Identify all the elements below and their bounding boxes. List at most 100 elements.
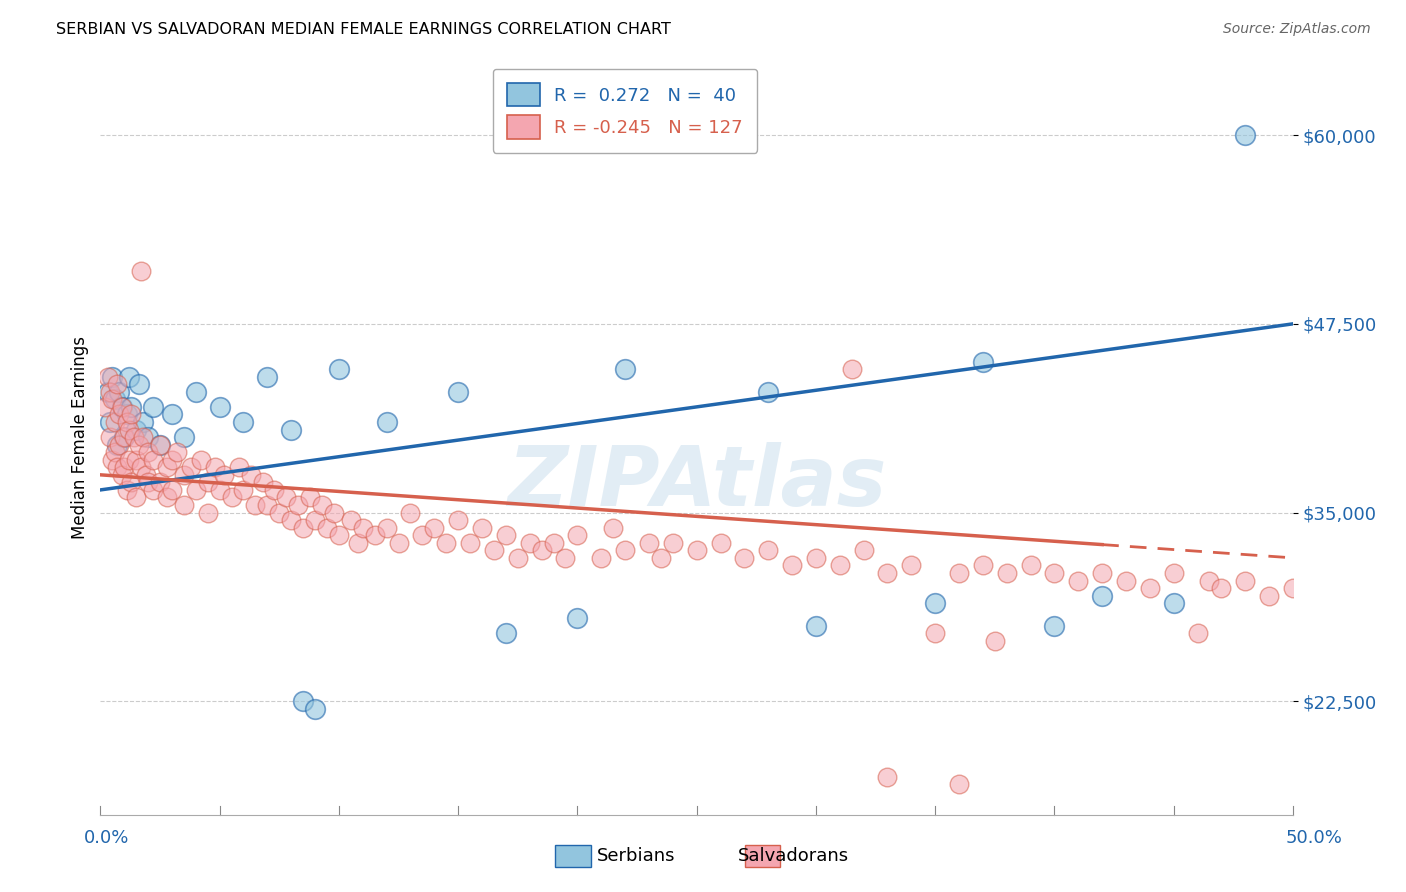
Point [482,543,505,558]
Point [208,400,231,414]
Point [292,694,315,708]
Point [316,521,339,535]
Point [876,770,898,784]
Point [173,498,195,512]
Point [160,452,183,467]
Point [98,430,121,444]
Text: ZIPAtlas: ZIPAtlas [508,442,886,523]
Point [120,475,142,490]
Point [96,384,118,399]
Point [104,445,127,459]
Point [125,491,148,505]
Point [132,415,155,429]
Point [924,626,946,640]
Point [554,550,576,565]
Point [1187,626,1209,640]
Point [184,384,207,399]
Point [135,467,157,482]
Point [1139,581,1161,595]
Point [108,437,131,451]
Point [125,423,148,437]
Point [149,437,172,451]
Point [166,445,188,459]
Point [602,521,624,535]
Point [591,550,613,565]
Point [118,423,141,437]
Point [567,611,589,625]
Point [614,543,637,558]
Point [197,506,219,520]
Point [292,521,315,535]
Point [180,460,202,475]
Point [98,384,121,399]
Point [328,528,350,542]
Point [1091,566,1114,580]
Point [1211,581,1233,595]
Point [1043,566,1066,580]
Point [876,566,898,580]
Point [160,408,183,422]
Point [434,535,457,549]
Legend: R =  0.272   N =  40, R = -0.245   N = 127: R = 0.272 N = 40, R = -0.245 N = 127 [494,69,758,153]
Point [101,392,124,407]
Point [128,437,150,451]
Point [1234,128,1257,142]
Point [804,619,827,633]
Point [101,369,124,384]
Point [111,400,134,414]
Text: 0.0%: 0.0% [84,830,129,847]
Point [101,452,124,467]
Point [136,475,159,490]
Point [256,369,278,384]
Point [447,384,470,399]
Point [105,377,128,392]
Point [852,543,875,558]
Point [347,535,370,549]
Point [142,483,165,497]
Point [924,596,946,610]
Point [1019,558,1042,573]
Point [214,467,236,482]
Point [104,415,127,429]
Point [204,460,226,475]
Point [1282,581,1305,595]
Point [136,445,159,459]
Point [1198,574,1220,588]
Text: Source: ZipAtlas.com: Source: ZipAtlas.com [1223,22,1371,37]
Point [1163,596,1185,610]
Point [900,558,922,573]
Point [149,475,172,490]
Point [530,543,553,558]
Point [447,513,470,527]
Point [96,369,118,384]
Point [650,550,672,565]
Point [128,377,150,392]
Point [239,467,262,482]
Point [1258,589,1281,603]
Point [245,498,267,512]
Point [1163,566,1185,580]
Point [828,558,851,573]
Point [112,430,135,444]
Point [252,475,274,490]
Point [519,535,541,549]
Point [132,430,155,444]
Point [129,264,152,278]
Point [156,491,179,505]
Point [94,400,117,414]
Point [208,483,231,497]
Point [228,460,250,475]
Point [387,535,409,549]
Point [160,483,183,497]
Point [995,566,1018,580]
Point [232,483,254,497]
Point [190,452,212,467]
Point [142,400,165,414]
Y-axis label: Median Female Earnings: Median Female Earnings [72,335,89,539]
Point [112,430,135,444]
Point [118,452,141,467]
Point [495,626,517,640]
Point [184,483,207,497]
Point [197,475,219,490]
Point [115,415,138,429]
